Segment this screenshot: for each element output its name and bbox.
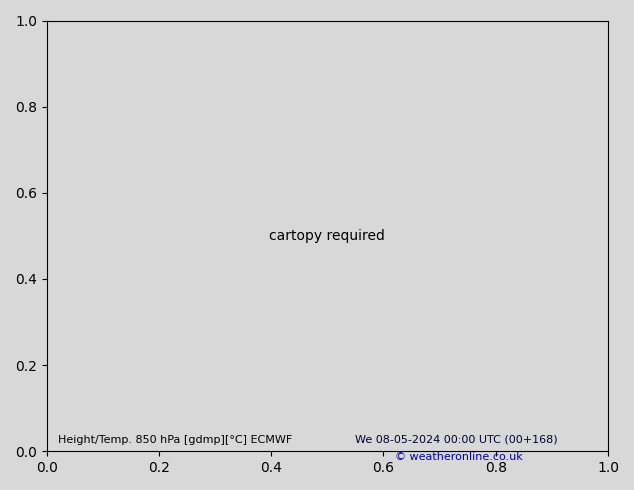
Text: Height/Temp. 850 hPa [gdmp][°C] ECMWF: Height/Temp. 850 hPa [gdmp][°C] ECMWF (58, 435, 292, 444)
Text: © weatheronline.co.uk: © weatheronline.co.uk (395, 452, 522, 462)
Text: We 08-05-2024 00:00 UTC (00+168): We 08-05-2024 00:00 UTC (00+168) (356, 435, 558, 444)
Text: cartopy required: cartopy required (269, 229, 385, 243)
